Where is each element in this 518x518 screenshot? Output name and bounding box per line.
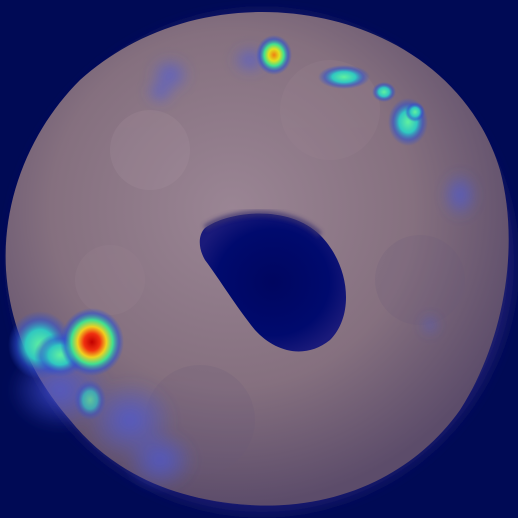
bagel-hole [199,213,347,352]
left-edge-defect [8,308,124,420]
top-right-edge-defect [388,98,428,146]
hole-rim [203,210,323,238]
top-edge-defect [256,35,396,102]
